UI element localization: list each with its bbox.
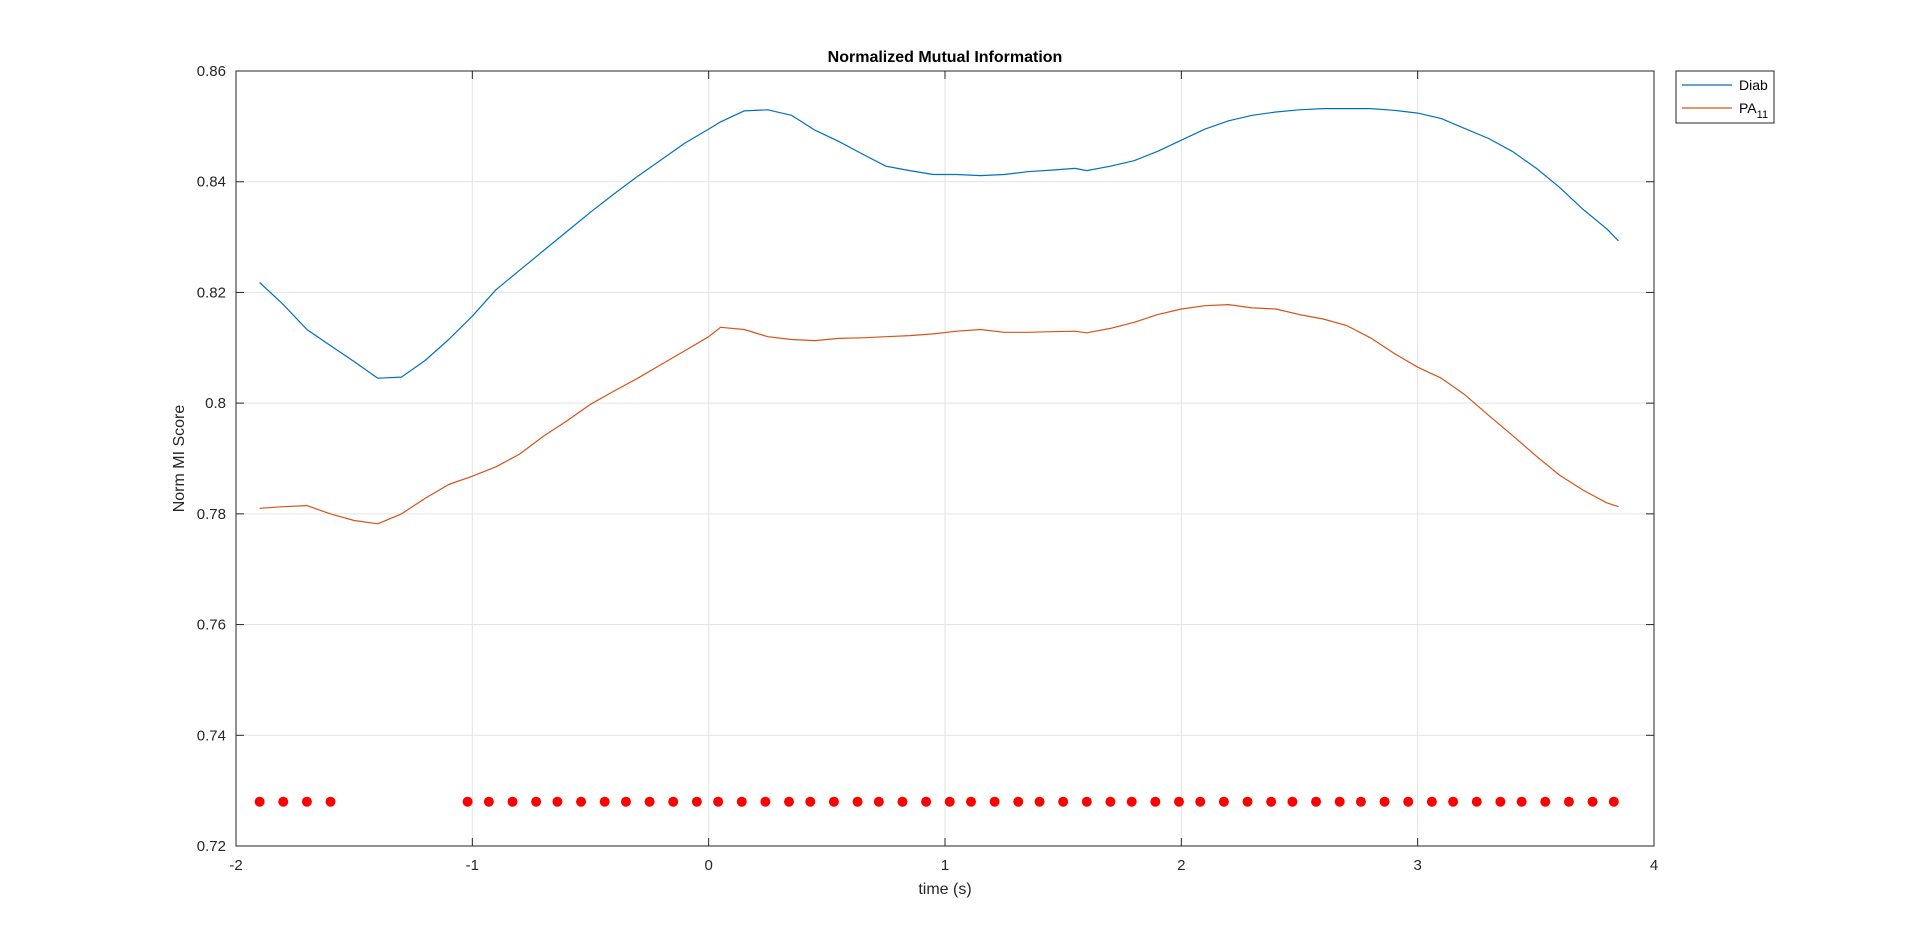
y-tick-label: 0.86	[197, 63, 226, 80]
significance-marker	[1608, 796, 1619, 807]
significance-marker	[1287, 796, 1298, 807]
significance-marker	[576, 796, 587, 807]
significance-markers	[254, 796, 1619, 807]
y-tick-label: 0.82	[197, 284, 226, 301]
significance-marker	[483, 796, 494, 807]
x-tick-label: -2	[229, 857, 242, 874]
legend-label-name: Diab	[1739, 77, 1768, 93]
significance-marker	[1587, 796, 1598, 807]
significance-marker	[254, 796, 265, 807]
significance-marker	[760, 796, 771, 807]
significance-marker	[462, 796, 473, 807]
significance-marker	[1311, 796, 1322, 807]
series-line-diab	[259, 107, 1619, 379]
significance-marker	[325, 796, 336, 807]
significance-marker	[507, 796, 518, 807]
significance-marker	[1013, 796, 1024, 807]
significance-marker	[852, 796, 863, 807]
significance-marker	[873, 796, 884, 807]
significance-marker	[1540, 796, 1551, 807]
x-tick-label: 2	[1177, 857, 1185, 874]
y-tick-label: 0.84	[197, 174, 226, 191]
significance-marker	[1266, 796, 1277, 807]
significance-marker	[1034, 796, 1045, 807]
x-tick-label: 3	[1413, 857, 1421, 874]
significance-marker	[1426, 796, 1437, 807]
significance-marker	[1081, 796, 1092, 807]
significance-marker	[644, 796, 655, 807]
significance-marker	[944, 796, 955, 807]
significance-marker	[989, 796, 1000, 807]
y-axis-label: Norm MI Score	[171, 405, 188, 513]
significance-marker	[1126, 796, 1137, 807]
legend-box	[1675, 70, 1775, 124]
significance-marker	[1150, 796, 1161, 807]
significance-marker	[736, 796, 747, 807]
significance-marker	[828, 796, 839, 807]
significance-marker	[1173, 796, 1184, 807]
x-tick-label: -1	[466, 857, 479, 874]
significance-marker	[897, 796, 908, 807]
significance-marker	[1379, 796, 1390, 807]
significance-marker	[1448, 796, 1459, 807]
axis-ticks: -2 -1 0 1 2 3 4 0.72 0.74 0.76 0.78 0.8 0.82 0.84 0.86	[197, 63, 1658, 874]
significance-marker	[620, 796, 631, 807]
legend-label: Diab	[1739, 77, 1768, 93]
significance-marker	[784, 796, 795, 807]
significance-marker	[1516, 796, 1527, 807]
significance-marker	[921, 796, 932, 807]
significance-marker	[301, 796, 312, 807]
significance-marker	[1218, 796, 1229, 807]
significance-marker	[691, 796, 702, 807]
x-tick-label: 0	[704, 857, 712, 874]
significance-marker	[1195, 796, 1206, 807]
significance-marker	[599, 796, 610, 807]
x-axis-label: time (s)	[918, 881, 971, 898]
grid-lines	[235, 70, 1655, 847]
series-line-pa11	[259, 304, 1619, 525]
significance-marker	[965, 796, 976, 807]
y-tick-label: 0.8	[205, 395, 226, 412]
significance-marker	[531, 796, 542, 807]
significance-marker	[1105, 796, 1116, 807]
x-tick-label: 4	[1650, 857, 1658, 874]
y-tick-label: 0.76	[197, 617, 226, 634]
significance-marker	[1403, 796, 1414, 807]
legend[interactable]: Diab PA11	[1675, 70, 1775, 124]
significance-marker	[668, 796, 679, 807]
significance-marker	[1563, 796, 1574, 807]
x-tick-label: 1	[941, 857, 949, 874]
legend-label-name: PA	[1739, 100, 1757, 116]
legend-label-subscript: 11	[1757, 109, 1768, 121]
significance-marker	[1334, 796, 1345, 807]
chart-title: Normalized Mutual Information	[828, 49, 1063, 66]
significance-marker	[1471, 796, 1482, 807]
legend-label: PA11	[1739, 100, 1768, 121]
significance-marker	[1355, 796, 1366, 807]
significance-marker	[805, 796, 816, 807]
series-lines	[259, 107, 1619, 525]
significance-marker	[1495, 796, 1506, 807]
y-tick-label: 0.72	[197, 838, 226, 855]
y-tick-label: 0.78	[197, 506, 226, 523]
significance-marker	[278, 796, 289, 807]
significance-marker	[1058, 796, 1069, 807]
y-tick-label: 0.74	[197, 727, 226, 744]
significance-marker	[713, 796, 724, 807]
significance-marker	[1242, 796, 1253, 807]
significance-marker	[552, 796, 563, 807]
